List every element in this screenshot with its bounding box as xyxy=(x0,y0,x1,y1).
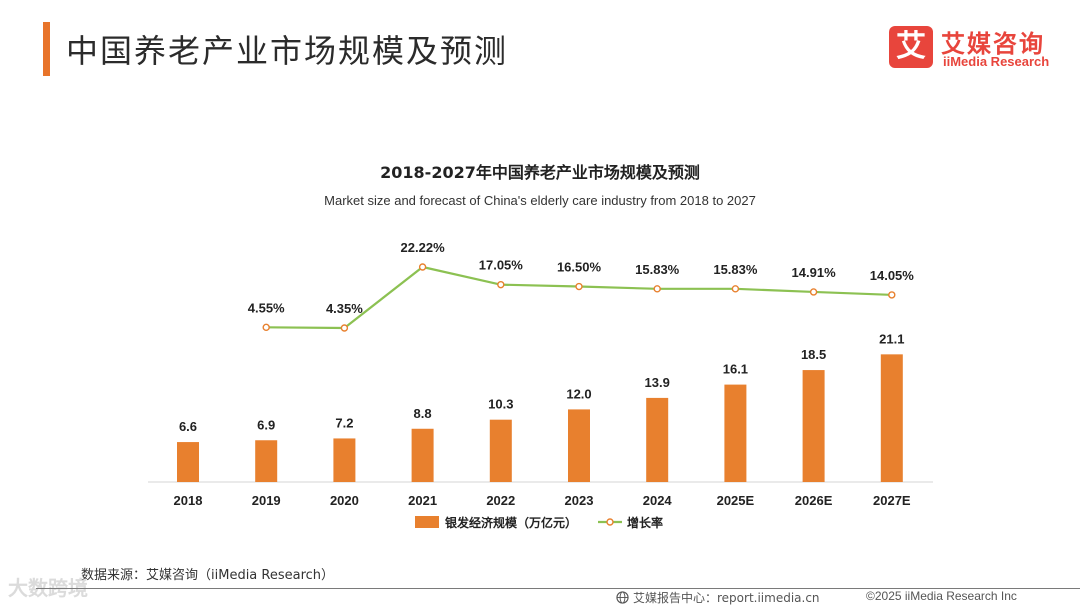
copyright: ©2025 iiMedia Research Inc xyxy=(866,589,1017,603)
bar-2026E xyxy=(802,370,825,482)
bar-2022 xyxy=(489,419,512,482)
growth-point-2022 xyxy=(497,280,505,289)
bar-2021 xyxy=(411,428,434,482)
footer-report-center[interactable]: 艾媒报告中心：report.iimedia.cn xyxy=(616,589,820,606)
x-tick-label: 2018 xyxy=(174,493,203,508)
x-tick-label: 2026E xyxy=(795,493,833,508)
x-tick-label: 2022 xyxy=(486,493,515,508)
x-tick-label: 2025E xyxy=(717,493,755,508)
growth-value-label: 4.35% xyxy=(326,301,363,316)
footer-divider xyxy=(36,588,1080,589)
watermark-text: 大数跨境 xyxy=(8,576,88,600)
x-tick-label: 2019 xyxy=(252,493,281,508)
growth-value-label: 16.50% xyxy=(557,260,602,275)
globe-icon xyxy=(616,591,629,604)
bar-value-label: 12.0 xyxy=(566,386,591,401)
bar-2024 xyxy=(646,397,669,482)
legend-bar-label: 银发经济规模（万亿元） xyxy=(445,515,577,530)
bar-value-label: 10.3 xyxy=(488,397,513,412)
bar-value-label: 8.8 xyxy=(414,406,432,421)
logo-mark-icon: 艾 xyxy=(889,26,933,68)
growth-point-2025E xyxy=(731,285,740,293)
bar-2020 xyxy=(333,438,356,482)
legend-line-marker xyxy=(606,518,614,526)
page-title: 中国养老产业市场规模及预测 xyxy=(66,32,509,70)
bar-value-label: 13.9 xyxy=(645,375,670,390)
logo-name-cn: 艾媒咨询 xyxy=(941,30,1045,58)
growth-point-2019 xyxy=(262,323,270,332)
bar-value-label: 6.9 xyxy=(257,417,275,432)
growth-point-2020 xyxy=(340,324,349,332)
x-tick-label: 2024 xyxy=(643,493,673,508)
growth-value-label: 14.91% xyxy=(792,265,837,280)
report-center-text: 艾媒报告中心：report.iimedia.cn xyxy=(633,591,820,605)
bar-2023 xyxy=(568,409,590,482)
growth-point-2023 xyxy=(575,282,583,291)
growth-value-label: 4.55% xyxy=(248,300,285,315)
growth-point-2027E xyxy=(888,291,896,299)
bar-2018 xyxy=(177,442,199,482)
growth-point-2024 xyxy=(653,285,661,293)
growth-value-label: 17.05% xyxy=(479,258,524,273)
x-tick-label: 2020 xyxy=(330,493,359,508)
bar-2027E xyxy=(880,354,903,482)
chart-subtitle: Market size and forecast of China's elde… xyxy=(324,193,756,208)
bar-value-label: 18.5 xyxy=(801,347,826,362)
title-accent-bar xyxy=(43,22,50,76)
bar-value-label: 7.2 xyxy=(335,415,353,430)
growth-value-label: 22.22% xyxy=(401,240,446,255)
bar-2019 xyxy=(255,440,278,482)
x-tick-label: 2023 xyxy=(565,493,594,508)
bar-value-label: 21.1 xyxy=(879,331,904,346)
bar-value-label: 16.1 xyxy=(723,362,748,377)
chart-legend: 银发经济规模（万亿元） 增长率 xyxy=(415,515,663,530)
data-source: 数据来源：艾媒咨询（iiMedia Research） xyxy=(81,568,335,583)
growth-point-2021 xyxy=(418,263,427,271)
logo-name-en: iiMedia Research xyxy=(943,54,1050,69)
bar-2025E xyxy=(724,384,747,482)
growth-value-label: 14.05% xyxy=(870,268,915,283)
iimedia-logo[interactable]: 艾 艾媒咨询 iiMedia Research xyxy=(889,24,1069,72)
growth-value-label: 15.83% xyxy=(635,262,680,277)
x-tick-label: 2027E xyxy=(873,493,911,508)
growth-value-label: 15.83% xyxy=(713,262,758,277)
chart-title: 2018-2027年中国养老产业市场规模及预测 xyxy=(380,163,700,182)
legend-bar-swatch xyxy=(415,516,439,528)
x-tick-label: 2021 xyxy=(408,493,437,508)
growth-point-2026E xyxy=(809,288,818,296)
legend-line-label: 增长率 xyxy=(627,515,663,530)
bar-value-label: 6.6 xyxy=(179,419,197,434)
